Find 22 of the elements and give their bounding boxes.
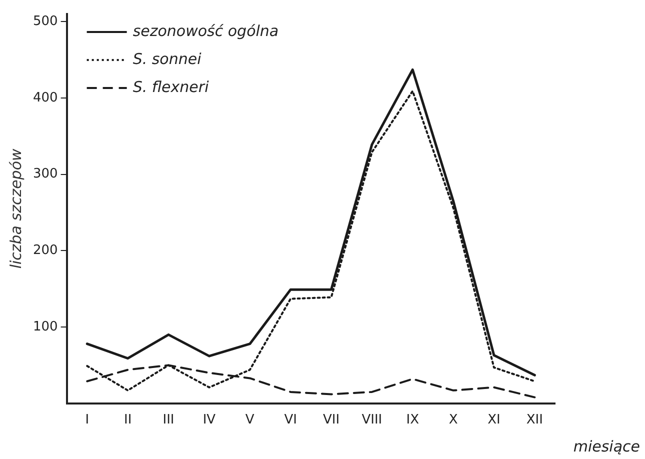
- x-tick-label: XI: [488, 412, 500, 428]
- x-tick-label: III: [162, 412, 174, 428]
- y-tick-label: 100: [32, 319, 58, 334]
- x-tick-label: X: [448, 412, 458, 428]
- x-axis-title: miesiące: [573, 437, 640, 456]
- x-tick-label: VI: [284, 412, 297, 428]
- legend-label: S. sonnei: [132, 50, 202, 68]
- y-axis-title: liczba szczepów: [6, 148, 25, 269]
- x-tick-label: VII: [322, 412, 340, 428]
- legend-label: sezonowość ogólna: [132, 22, 279, 40]
- y-tick-label: 200: [32, 243, 58, 258]
- x-tick-label: IX: [406, 412, 420, 428]
- x-tick-label: IV: [202, 412, 216, 428]
- y-tick-label: 500: [32, 14, 58, 30]
- y-tick-label: 400: [32, 90, 58, 106]
- x-tick-label: VIII: [362, 412, 382, 428]
- x-tick-label: XII: [526, 412, 543, 428]
- x-tick-label: II: [124, 412, 132, 428]
- x-tick-label: I: [85, 412, 90, 428]
- y-tick-label: 300: [32, 166, 58, 182]
- x-tick-label: V: [245, 412, 254, 428]
- legend-label: S. flexneri: [132, 78, 210, 96]
